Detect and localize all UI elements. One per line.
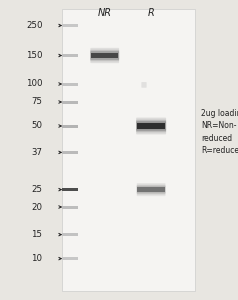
FancyBboxPatch shape [90, 50, 119, 61]
FancyBboxPatch shape [62, 151, 78, 154]
Text: 10: 10 [31, 254, 42, 263]
FancyBboxPatch shape [136, 118, 166, 134]
FancyBboxPatch shape [62, 24, 78, 27]
Text: 25: 25 [31, 185, 42, 194]
FancyBboxPatch shape [137, 186, 166, 194]
Text: 100: 100 [26, 80, 42, 88]
Text: 75: 75 [31, 98, 42, 106]
Text: 20: 20 [31, 202, 42, 211]
FancyBboxPatch shape [62, 54, 78, 57]
Text: 150: 150 [26, 51, 42, 60]
FancyBboxPatch shape [62, 9, 195, 291]
Text: R: R [148, 8, 154, 17]
FancyBboxPatch shape [90, 51, 119, 60]
Text: 15: 15 [31, 230, 42, 239]
Text: NR: NR [98, 8, 112, 17]
FancyBboxPatch shape [137, 123, 165, 129]
FancyBboxPatch shape [62, 257, 78, 260]
FancyBboxPatch shape [62, 206, 78, 208]
FancyBboxPatch shape [91, 53, 119, 58]
FancyBboxPatch shape [62, 100, 78, 103]
FancyBboxPatch shape [137, 187, 165, 192]
FancyBboxPatch shape [137, 183, 166, 196]
Text: 250: 250 [26, 21, 42, 30]
Text: 2ug loading
NR=Non-
reduced
R=reduced: 2ug loading NR=Non- reduced R=reduced [201, 109, 238, 155]
FancyBboxPatch shape [136, 120, 166, 132]
FancyBboxPatch shape [136, 121, 166, 131]
FancyBboxPatch shape [141, 82, 147, 88]
FancyBboxPatch shape [62, 188, 78, 191]
FancyBboxPatch shape [137, 185, 166, 195]
Text: 37: 37 [31, 148, 42, 157]
Text: 50: 50 [31, 122, 42, 130]
FancyBboxPatch shape [62, 233, 78, 236]
FancyBboxPatch shape [62, 82, 78, 85]
FancyBboxPatch shape [62, 124, 78, 128]
FancyBboxPatch shape [90, 48, 119, 63]
